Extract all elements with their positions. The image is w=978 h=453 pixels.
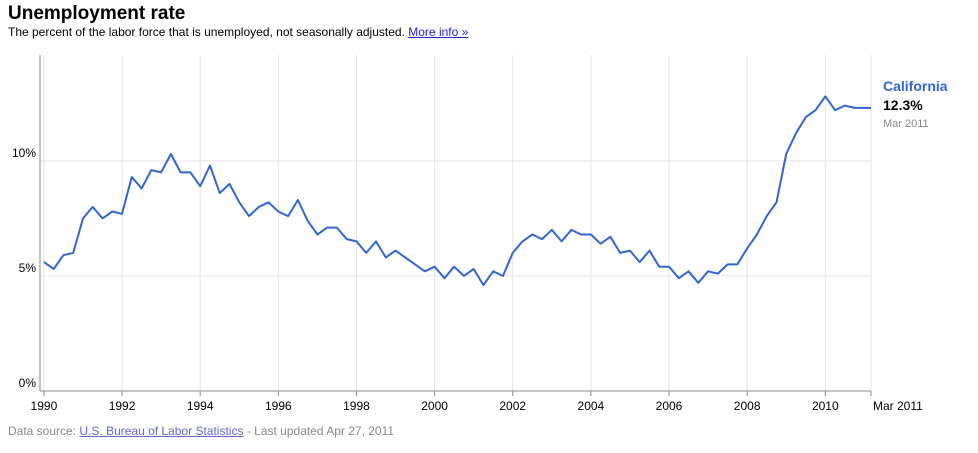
x-tick-label: 2004 (578, 399, 605, 413)
line (43, 95, 871, 287)
source-link[interactable]: U.S. Bureau of Labor Statistics (79, 424, 244, 438)
x-tick-label: 1992 (109, 399, 136, 413)
x-tick-label: 1990 (31, 399, 58, 413)
x-tick-label: 1998 (343, 399, 370, 413)
y-tick-label: 5% (19, 261, 37, 275)
x-tick-label: Mar 2011 (873, 399, 923, 413)
source-prefix: Data source: (8, 424, 77, 438)
subtitle-row: The percent of the labor force that is u… (8, 25, 468, 39)
x-tick-label: 1996 (265, 399, 292, 413)
x-tick-label: 2008 (734, 399, 761, 413)
y-tick-label: 10% (12, 146, 36, 160)
updated: - Last updated Apr 27, 2011 (246, 424, 395, 438)
legend-name: California (883, 78, 948, 94)
x-tick-label: 1994 (187, 399, 214, 413)
latest-date: Mar 2011 (883, 118, 929, 130)
subtitle: The percent of the labor force that is u… (8, 25, 405, 39)
x-tick-label: 2010 (812, 399, 839, 413)
footer: Data source: U.S. Bureau of Labor Statis… (8, 424, 394, 438)
x-tick-label: 2000 (421, 399, 448, 413)
x-tick-label: 2002 (499, 399, 526, 413)
title: Unemployment rate (8, 3, 186, 24)
more-info-link[interactable]: More info » (408, 25, 469, 39)
latest-value-label: 12.3% (883, 97, 923, 113)
x-tick-label: 2006 (656, 399, 683, 413)
y-tick-label: 0% (19, 376, 37, 390)
